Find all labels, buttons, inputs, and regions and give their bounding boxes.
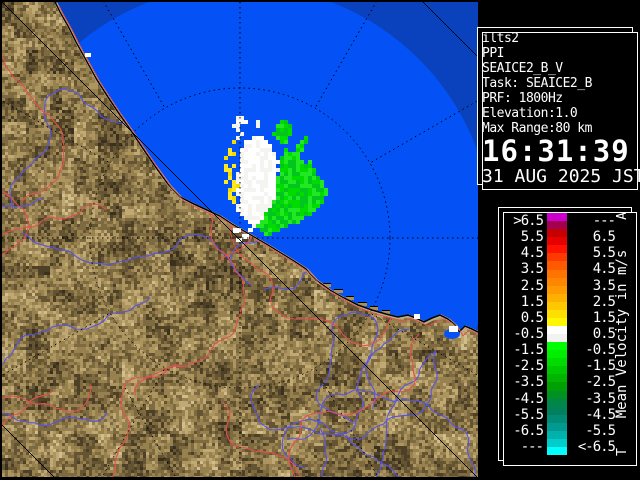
legend-right-value: 0.5 — [592, 326, 616, 343]
legend-right-value: 3.5 — [592, 277, 616, 294]
legend-right-value: --- — [592, 213, 616, 230]
info-line: Elevation:1.0 — [482, 106, 578, 121]
legend-row: -0.5 0.5 — [501, 325, 617, 343]
legend-toward-label: T — [615, 448, 630, 456]
legend-left-value: 1.5 — [520, 293, 544, 310]
legend-color-swatch — [547, 342, 567, 359]
info-line: ilts2 — [482, 31, 519, 46]
legend-color-swatch — [547, 309, 567, 326]
info-lines: ilts2 PPI SEAICE2_B_V Task: SEAICE2_B PRF: 1… — [482, 31, 628, 136]
legend-right-value: -4.5 — [585, 406, 616, 423]
legend-row: -2.5 -1.5 — [501, 358, 617, 375]
legend-row: -1.5 -0.5 — [501, 342, 617, 359]
legend-color-swatch — [547, 229, 567, 246]
clock-date: 31 AUG 2025 JST — [482, 166, 640, 187]
radar-info-panel: ilts2 PPI SEAICE2_B_V Task: SEAICE2_B PRF: 1… — [477, 27, 640, 190]
legend-left-value: --- — [520, 439, 544, 456]
legend-left-value: -3.5 — [513, 374, 544, 391]
legend-right-value: 5.5 — [592, 245, 616, 262]
legend-color-swatch — [547, 325, 567, 343]
legend-color-swatch — [547, 245, 567, 262]
legend-left-value: >6.5 — [513, 213, 544, 230]
legend-left-value: 2.5 — [520, 277, 544, 294]
legend-right-value: 2.5 — [592, 293, 616, 310]
legend-row: -6.5 -5.5 — [501, 422, 617, 439]
legend-row: 2.5 3.5 — [501, 277, 617, 294]
legend-color-swatch — [547, 374, 567, 391]
legend-right-value: -0.5 — [585, 342, 616, 359]
legend-left-value: -1.5 — [513, 342, 544, 359]
info-line: PPI — [482, 46, 504, 61]
legend-right-value: -5.5 — [585, 422, 616, 439]
legend-color-swatch — [547, 438, 567, 456]
legend-right-value: <-6.5 — [577, 439, 616, 456]
legend-right-value: 4.5 — [592, 261, 616, 278]
legend-row: -3.5 -2.5 — [501, 374, 617, 391]
legend-left-value: -2.5 — [513, 358, 544, 375]
info-line: Task: SEAICE2_B — [482, 76, 592, 91]
legend-left-value: 0.5 — [520, 309, 544, 326]
legend-row: >6.5 --- — [501, 213, 617, 230]
legend-color-swatch — [547, 261, 567, 278]
legend-color-swatch — [547, 293, 567, 310]
legend-axis-label: Mean Velocity in m/s — [614, 249, 630, 419]
legend-left-value: 5.5 — [520, 229, 544, 246]
legend-right-value: 6.5 — [592, 229, 616, 246]
legend-row: 4.5 5.5 — [501, 245, 617, 262]
legend-color-swatch — [547, 213, 567, 230]
info-line: Max Range:80 km — [482, 121, 592, 136]
info-line: PRF: 1800Hz — [482, 91, 563, 106]
clock-time: 16:31:39 — [482, 134, 630, 168]
legend-color-swatch — [547, 406, 567, 423]
legend-rows: >6.5 --- 5.5 6.5 4.5 5.5 3.5 4.5 2.5 3.5 1.5 2.5 0.5… — [501, 213, 617, 456]
velocity-legend-panel: >6.5 --- 5.5 6.5 4.5 5.5 3.5 4.5 2.5 3.5 1.5 2.5 0.5… — [498, 207, 637, 466]
legend-row: -5.5 -4.5 — [501, 406, 617, 423]
legend-color-swatch — [547, 358, 567, 375]
legend-row: 3.5 4.5 — [501, 261, 617, 278]
legend-row: 5.5 6.5 — [501, 229, 617, 246]
legend-color-swatch — [547, 422, 567, 439]
legend-color-swatch — [547, 277, 567, 294]
info-line: SEAICE2_B_V — [482, 61, 563, 76]
legend-left-value: -6.5 — [513, 422, 544, 439]
legend-left-value: -5.5 — [513, 406, 544, 423]
legend-right-value: -1.5 — [585, 358, 616, 375]
legend-left-value: -4.5 — [513, 390, 544, 407]
legend-left-value: -0.5 — [513, 326, 544, 343]
legend-row: 0.5 1.5 — [501, 309, 617, 326]
legend-right-value: -3.5 — [585, 390, 616, 407]
legend-left-value: 4.5 — [520, 245, 544, 262]
legend-away-label: A — [615, 212, 630, 220]
legend-row: --- <-6.5 — [501, 438, 617, 456]
legend-right-value: -2.5 — [585, 374, 616, 391]
legend-color-swatch — [547, 390, 567, 407]
legend-left-value: 3.5 — [520, 261, 544, 278]
radar-map[interactable] — [2, 2, 478, 477]
legend-row: 1.5 2.5 — [501, 293, 617, 310]
legend-right-value: 1.5 — [592, 309, 616, 326]
legend-row: -4.5 -3.5 — [501, 390, 617, 407]
